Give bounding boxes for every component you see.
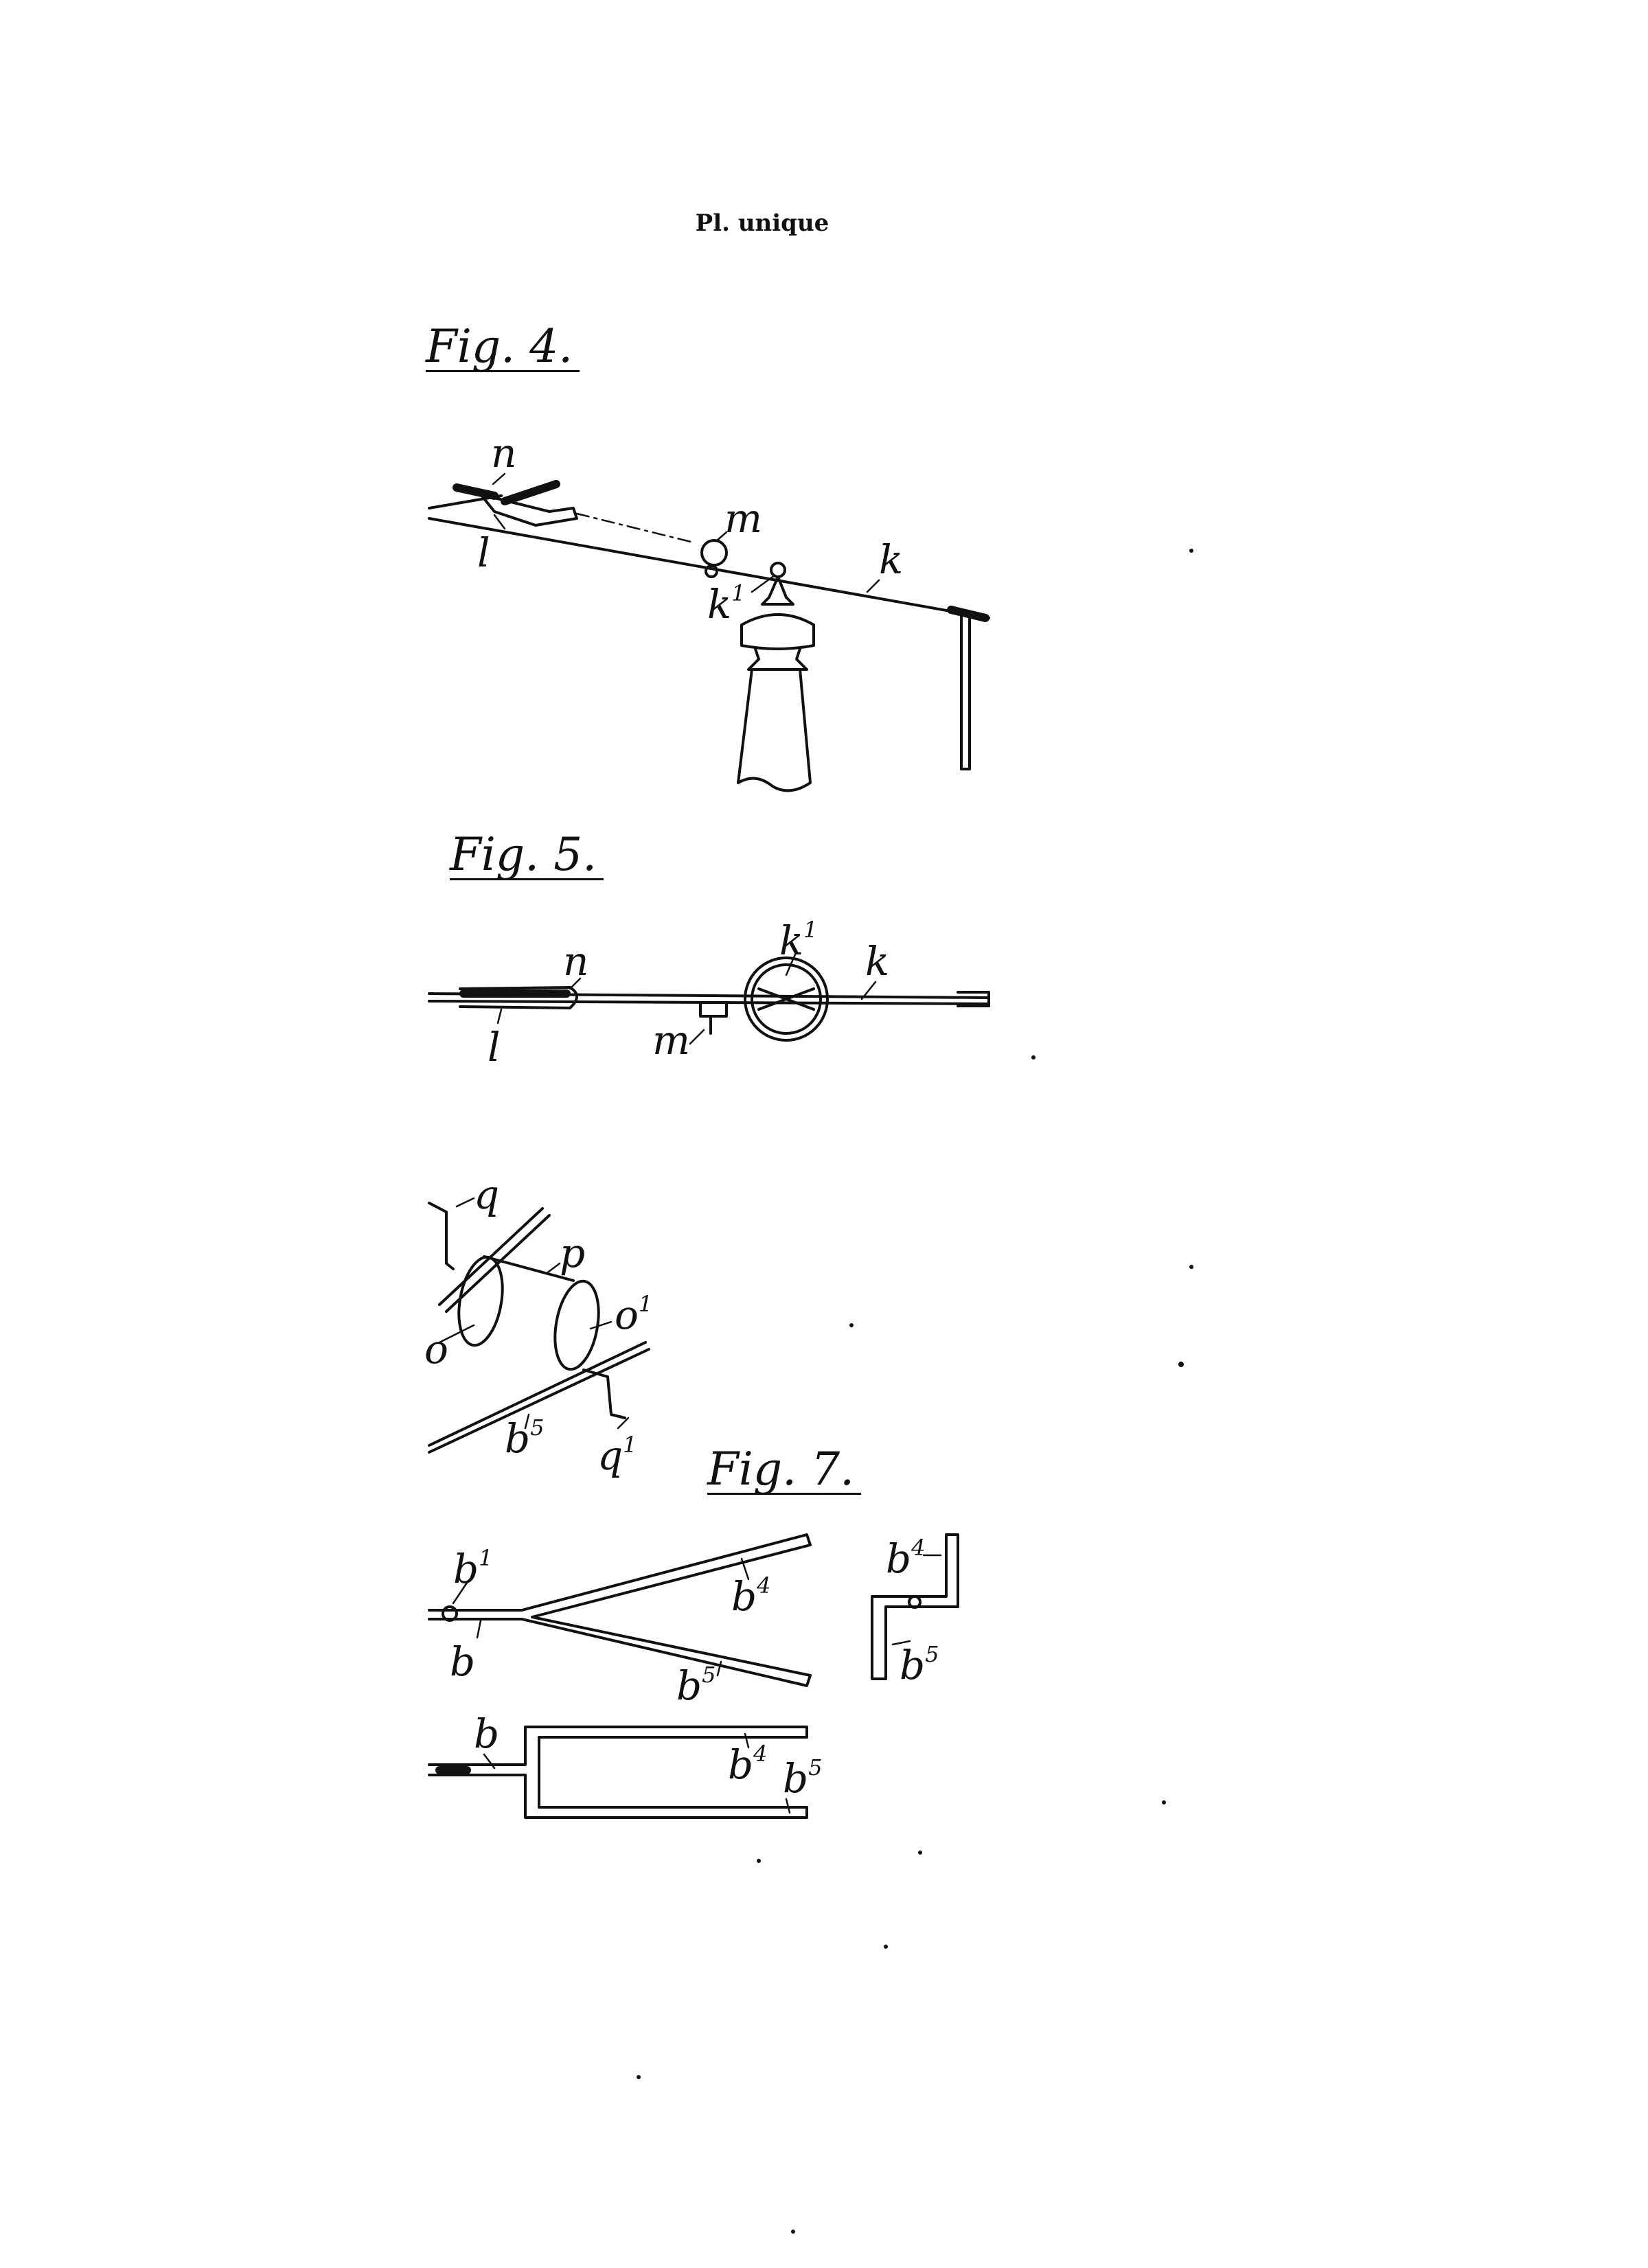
fig5-label-n: n	[563, 938, 588, 985]
fig6-leader-p	[546, 1263, 560, 1274]
fig6-leader-o1	[591, 1322, 611, 1329]
fig5-screw-block-m	[700, 1003, 726, 1016]
fig4-label-l: l	[477, 529, 490, 576]
fig5-leader-m	[690, 1030, 704, 1044]
scan-specks	[637, 549, 1193, 2234]
fig4-label-m: m	[724, 495, 762, 542]
fig4-label-k1: k1	[707, 580, 746, 628]
fig6-label-p: p	[560, 1230, 585, 1276]
fig5-label-l: l	[488, 1024, 501, 1070]
fig4-leader-l	[494, 515, 505, 529]
fig6-label-q1: q1	[597, 1432, 637, 1479]
fig6-label-o: o	[424, 1326, 448, 1373]
fig6-disc-o1	[549, 1278, 605, 1373]
fig6-crank-q	[429, 1203, 453, 1269]
fig4-finial-cap	[742, 615, 814, 649]
fig5-label-k: k	[865, 938, 889, 985]
fig7-label-b1: b1	[453, 1545, 493, 1592]
fig6-label-q: q	[474, 1171, 499, 1218]
fig4-clamp-jaw-right	[505, 484, 556, 501]
fig7-leader-b	[477, 1620, 481, 1638]
fig4-label-n: n	[491, 430, 516, 477]
fig5-label-k1: k1	[779, 917, 818, 964]
fig6-label-b5: b5	[505, 1414, 545, 1462]
fig5-drawing: n l m k1 k	[429, 917, 989, 1070]
fig4-label-k: k	[879, 536, 903, 583]
fig4-pivot-m	[702, 540, 726, 565]
fig7-label-b4-side: b4	[886, 1535, 926, 1582]
fig7-label-b4: b4	[731, 1572, 771, 1620]
fig4-dash-line	[577, 514, 694, 542]
fig4-finial-neck	[748, 649, 807, 669]
fig6-leader-q	[457, 1198, 474, 1206]
fig7-label-b: b	[450, 1638, 475, 1685]
fig7-label-b5-side: b5	[900, 1641, 939, 1688]
fig5-leader-l	[498, 1009, 501, 1023]
fig6-label-o1: o1	[615, 1291, 652, 1338]
fig5-label-m: m	[652, 1017, 690, 1064]
fig6-drawing: q p o o1 b5 q1	[424, 1171, 652, 1479]
fig4-leader-k	[867, 580, 879, 592]
fig7-label-b4-plan: b4	[728, 1741, 768, 1788]
fig5-wheel-spokes	[759, 989, 814, 1009]
fig7-label-b-plan: b	[474, 1710, 499, 1757]
fig4-post-base	[738, 669, 810, 790]
fig7-drawing: b1 b b4 b5 b4 b5 b b4 b5	[429, 1535, 958, 1818]
fig4-clamp-jaw-left	[457, 488, 494, 496]
fig4-pivot-k1	[771, 563, 785, 577]
fig6-leader-q1	[618, 1418, 628, 1428]
fig4-drawing: n l m k1 k	[429, 430, 989, 790]
fig7-label-b5: b5	[676, 1662, 716, 1709]
fig7-label-b5-plan: b5	[783, 1754, 823, 1802]
